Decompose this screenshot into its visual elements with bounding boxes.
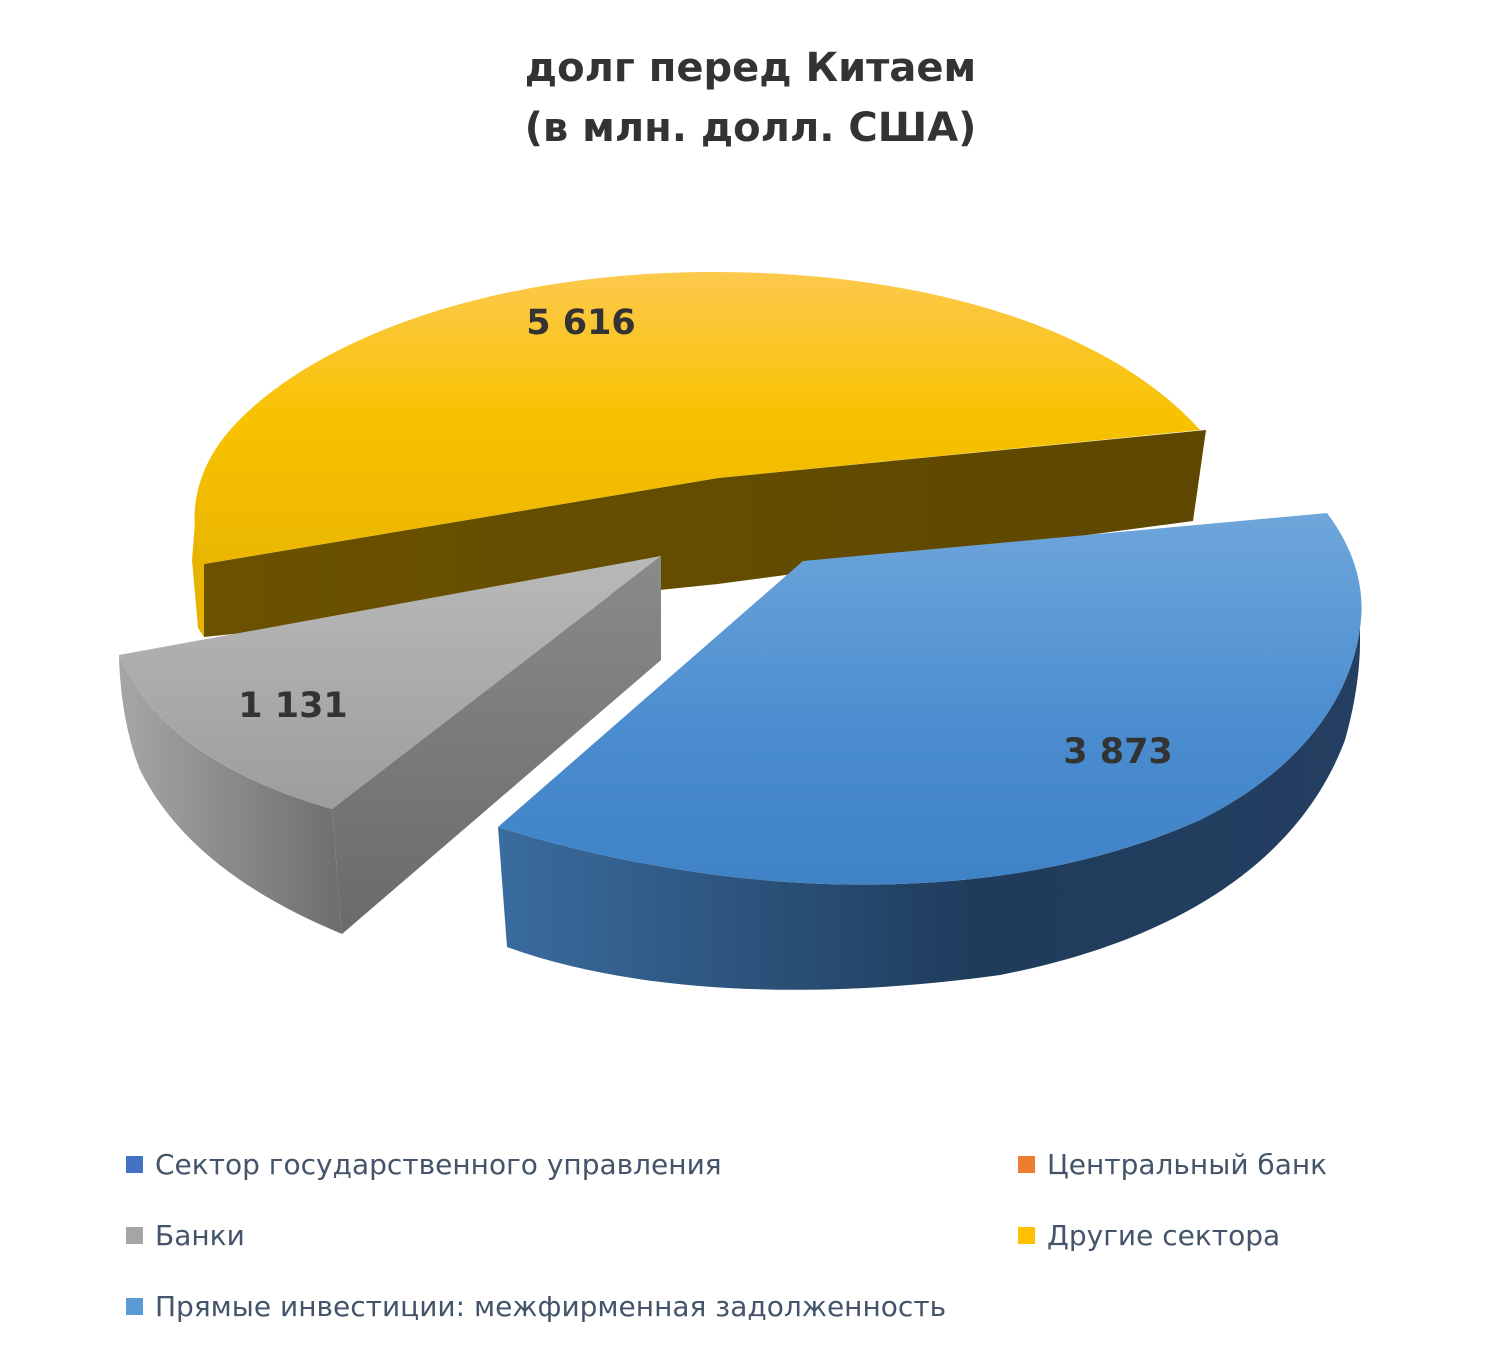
slice-other-sectors [192, 272, 1206, 637]
slice-banks-outer-side [119, 655, 342, 934]
data-label-other-sectors: 5 616 [526, 303, 636, 343]
slice-other-sectors-side [204, 430, 1206, 637]
data-label-direct-investment: 3 873 [1063, 732, 1173, 772]
data-label-banks: 1 131 [238, 686, 348, 726]
slice-banks [119, 556, 661, 934]
slice-banks-top [119, 556, 661, 809]
slice-other-sectors-rim [192, 498, 204, 637]
slice-direct-investment-top [498, 513, 1362, 885]
chart-title-line-1: долг перед Китаем [524, 45, 977, 91]
slice-banks-cut-side [332, 556, 661, 934]
slice-other-sectors-top [194, 272, 1200, 564]
slice-direct-investment-side [498, 628, 1360, 990]
slice-direct-investment [498, 513, 1362, 990]
chart-title: долг перед Китаем (в млн. долл. США) [0, 38, 1501, 158]
chart-title-line-2: (в млн. долл. США) [524, 105, 977, 151]
